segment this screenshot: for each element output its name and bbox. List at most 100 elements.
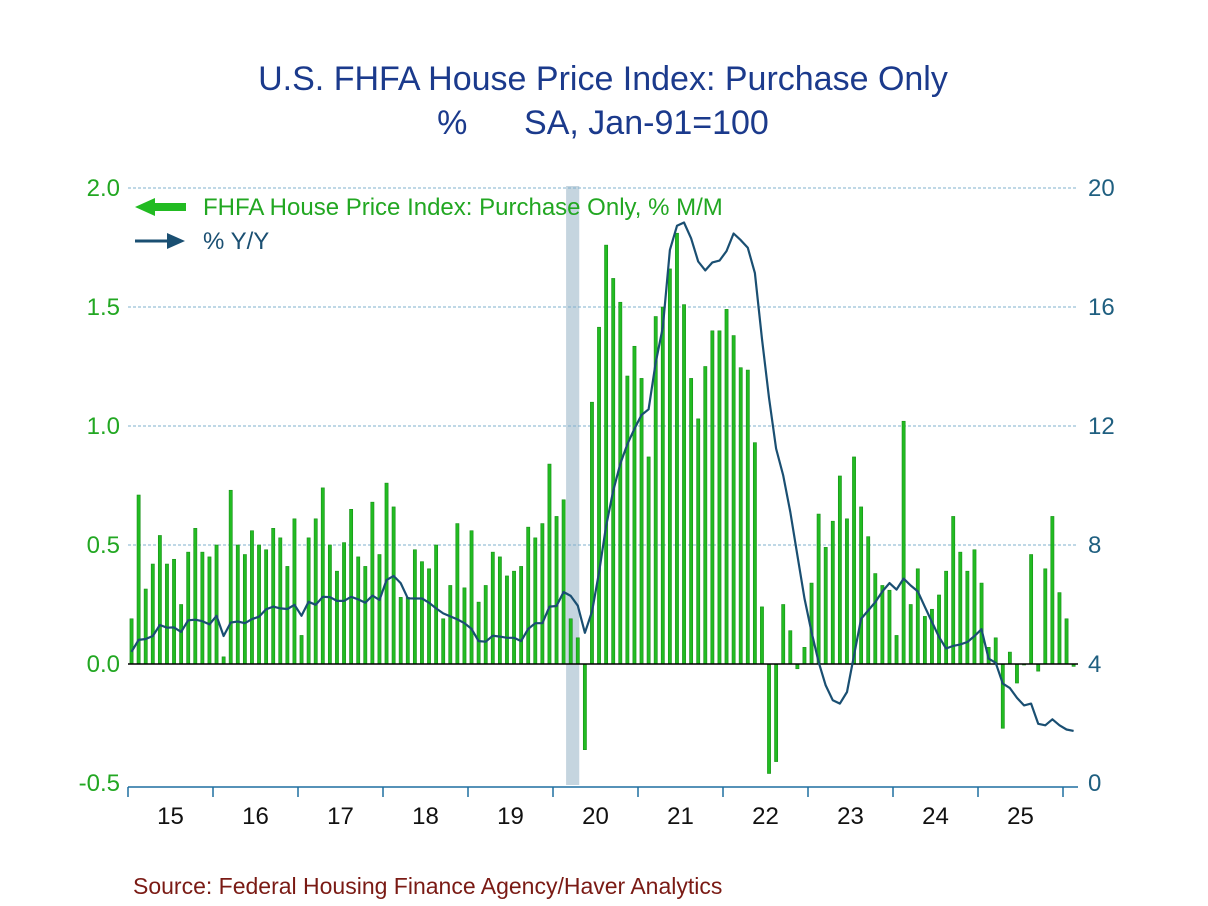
mm-bar [1000, 663, 1005, 729]
mm-bar [384, 482, 389, 665]
mm-bar [908, 604, 913, 665]
mm-bar [285, 566, 290, 665]
mm-bar [363, 566, 368, 665]
mm-bar [157, 535, 162, 665]
mm-bar [880, 585, 885, 665]
mm-bar [519, 566, 524, 665]
mm-bar [264, 549, 269, 665]
mm-bar [979, 582, 984, 665]
mm-bar [271, 528, 276, 665]
mm-bar [646, 456, 651, 665]
mm-bar [717, 330, 722, 665]
mm-bar [1064, 618, 1069, 665]
mm-bar [760, 606, 764, 665]
mm-bar [320, 487, 325, 665]
left-tick-label: 0.5 [87, 532, 120, 559]
mm-bar [448, 585, 453, 665]
x-tick-label: 15 [157, 803, 184, 830]
chart-subtitle: % SA, Jan-91=100 [437, 104, 769, 142]
source-note: Source: Federal Housing Finance Agency/H… [133, 873, 722, 899]
mm-bar [186, 551, 191, 665]
mm-bar [370, 501, 375, 665]
mm-bar [356, 556, 361, 665]
mm-bar [724, 309, 729, 665]
chart-title: U.S. FHFA House Price Index: Purchase On… [258, 60, 948, 98]
mm-bar [299, 635, 304, 665]
legend-mm-arrow-icon [135, 198, 186, 216]
mm-bar [915, 568, 920, 665]
mm-bar [1007, 651, 1012, 665]
mm-bar [894, 635, 899, 665]
mm-bar [462, 587, 467, 665]
mm-bar [972, 549, 977, 665]
mm-bar [802, 647, 807, 665]
x-tick-label: 24 [922, 803, 949, 830]
mm-bar [703, 366, 708, 665]
mm-bar [830, 520, 835, 665]
mm-bar [590, 401, 594, 665]
legend-yy-arrow-icon [135, 233, 185, 249]
mm-bar [327, 544, 332, 665]
mm-bar [412, 549, 417, 665]
mm-bar [250, 530, 254, 665]
x-tick-label: 16 [242, 803, 269, 830]
mm-bar [193, 528, 198, 665]
mm-bar [278, 537, 283, 665]
mm-bar [129, 618, 134, 665]
mm-bar [632, 345, 637, 665]
mm-bar [788, 630, 793, 665]
mm-bar [398, 597, 403, 665]
mm-bar [625, 375, 630, 665]
mm-bar [1050, 516, 1055, 665]
mm-bar [434, 544, 439, 665]
mm-bar [575, 637, 580, 665]
mm-bar [901, 420, 906, 665]
left-tick-label: 1.5 [87, 294, 120, 321]
right-tick-label: 4 [1088, 651, 1101, 678]
legend-yy-label: % Y/Y [203, 228, 269, 255]
mm-bar [852, 456, 856, 665]
legend-mm-label: FHFA House Price Index: Purchase Only, %… [203, 194, 723, 221]
mm-bar [752, 442, 757, 665]
mm-bar [427, 568, 431, 665]
x-tick-label: 20 [582, 803, 609, 830]
mm-bar [405, 597, 410, 665]
left-tick-label: 1.0 [87, 413, 120, 440]
mm-bar [143, 588, 148, 665]
mm-bar [1036, 663, 1041, 672]
mm-bar [497, 556, 502, 665]
mm-bar [944, 570, 949, 665]
mm-bar [313, 518, 318, 665]
mm-bar [816, 513, 821, 665]
mm-bar [823, 547, 828, 665]
mm-bar [965, 570, 970, 665]
mm-bar [214, 544, 219, 665]
mm-bar [837, 475, 842, 665]
left-tick-label: -0.5 [79, 770, 120, 797]
x-tick-label: 23 [837, 803, 864, 830]
mm-bar [483, 585, 488, 665]
mm-bar [335, 570, 339, 665]
mm-bar [242, 554, 247, 665]
mm-bar [696, 418, 701, 665]
mm-bar [469, 530, 474, 665]
mm-bar [937, 594, 941, 665]
right-tick-label: 8 [1088, 532, 1101, 559]
mm-bar [476, 601, 481, 665]
mm-bar [887, 589, 892, 665]
mm-bar [781, 604, 786, 665]
mm-bar [179, 604, 184, 665]
right-tick-label: 0 [1088, 770, 1101, 797]
right-tick-label: 16 [1088, 294, 1115, 321]
mm-bar [767, 663, 771, 774]
mm-bar [1043, 568, 1048, 665]
gridlines [128, 187, 1078, 546]
mm-bar [540, 523, 545, 665]
axes: -0.5 0.0 0.5 1.0 1.5 2.0 0 4 8 12 16 20 15 16 17 18 19 20… [79, 175, 1115, 830]
mm-bar [221, 656, 226, 665]
mm-bar [689, 378, 694, 665]
x-tick-label: 18 [412, 803, 439, 830]
mm-bar [165, 563, 169, 665]
mm-bar [455, 523, 460, 665]
